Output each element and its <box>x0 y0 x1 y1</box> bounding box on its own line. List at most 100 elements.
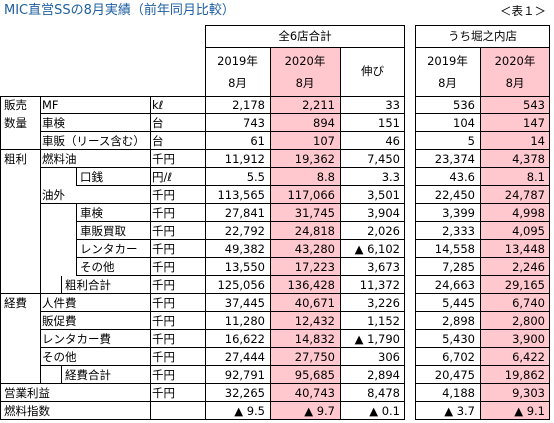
border <box>415 25 550 26</box>
cell-value: 11,280 <box>224 314 265 328</box>
border <box>415 383 550 384</box>
cell-value: 12,432 <box>294 314 335 328</box>
cell-value: 27,841 <box>224 206 265 220</box>
border <box>76 258 77 276</box>
unit: 千円 <box>152 350 175 364</box>
section-label: 粗利 <box>4 152 27 166</box>
border <box>0 96 1 420</box>
border <box>76 257 405 258</box>
border <box>415 401 550 402</box>
border <box>40 365 405 366</box>
border <box>549 96 550 420</box>
border <box>415 113 550 114</box>
cell-value: 2,246 <box>512 260 545 274</box>
cell-value: 2,026 <box>367 224 400 238</box>
cell-value: 147 <box>523 116 545 130</box>
cell-value: 3,904 <box>367 206 400 220</box>
cell-value: 40,743 <box>294 386 335 400</box>
border <box>549 25 550 96</box>
row-label: 営業利益 <box>4 386 50 400</box>
row-label: レンタカー費 <box>42 332 111 346</box>
unit: 千円 <box>152 224 175 238</box>
highlight-column <box>270 47 340 420</box>
border <box>40 96 41 384</box>
cell-value: 8.1 <box>526 170 545 184</box>
cell-value: ▲ 9.7 <box>304 404 335 418</box>
border <box>0 96 405 97</box>
cell-value: ▲ 3.7 <box>444 404 475 418</box>
cell-value: 151 <box>378 116 400 130</box>
border <box>340 47 341 96</box>
border <box>61 276 62 294</box>
border <box>415 293 550 294</box>
cell-value: 2,211 <box>302 98 335 112</box>
row-label: MF <box>42 98 59 112</box>
border <box>40 167 405 168</box>
column-header: 伸び <box>361 64 384 78</box>
cell-value: 43,280 <box>294 242 335 256</box>
border <box>415 275 550 276</box>
cell-value: 5,445 <box>442 296 475 310</box>
section-label: 経費 <box>4 296 27 310</box>
unit: 千円 <box>152 314 175 328</box>
border <box>270 47 271 96</box>
cell-value: 4,095 <box>512 224 545 238</box>
border <box>480 47 481 96</box>
border <box>40 131 405 132</box>
border <box>415 419 550 420</box>
row-label: 車販買取 <box>80 224 126 238</box>
cell-value: 11,372 <box>359 278 400 292</box>
cell-value: ▲ 1,790 <box>354 332 400 346</box>
group-header: 全6店合計 <box>278 29 332 43</box>
cell-value: 33 <box>385 98 400 112</box>
border <box>205 25 405 26</box>
border <box>76 221 405 222</box>
cell-value: 13,448 <box>504 242 545 256</box>
cell-value: 136,428 <box>287 278 335 292</box>
unit: 台 <box>152 134 164 148</box>
cell-value: 4,998 <box>512 206 545 220</box>
border <box>415 25 416 96</box>
row-label: 車販（リース含む） <box>42 134 145 148</box>
section-label: 数量 <box>4 116 27 130</box>
cell-value: 23,374 <box>434 152 475 166</box>
border <box>40 203 405 204</box>
row-label: 販促費 <box>42 314 77 328</box>
highlight-column <box>480 47 550 420</box>
cell-value: 2,894 <box>367 368 400 382</box>
border <box>76 275 405 276</box>
cell-value: 11,912 <box>224 152 265 166</box>
border <box>480 96 481 420</box>
border <box>415 167 550 168</box>
cell-value: 24,787 <box>504 188 545 202</box>
cell-value: 43.6 <box>449 170 475 184</box>
border <box>76 168 77 186</box>
unit: 台 <box>152 116 164 130</box>
cell-value: ▲ 6,102 <box>354 242 400 256</box>
cell-value: 2,800 <box>512 314 545 328</box>
row-label: 経費合計 <box>65 368 111 382</box>
border <box>0 149 405 150</box>
cell-value: 24,663 <box>434 278 475 292</box>
row-label: 車検 <box>42 116 65 130</box>
border <box>415 365 550 366</box>
border <box>205 25 206 96</box>
border <box>76 204 77 222</box>
border <box>40 329 405 330</box>
cell-value: 3,900 <box>512 332 545 346</box>
border <box>40 311 405 312</box>
cell-value: 4,188 <box>442 386 475 400</box>
table-number: ＜表１＞ <box>500 4 546 18</box>
cell-value: 19,862 <box>504 368 545 382</box>
border <box>415 347 550 348</box>
cell-value: 37,445 <box>224 296 265 310</box>
unit: kℓ <box>152 98 164 112</box>
border <box>40 347 405 348</box>
border <box>0 419 405 420</box>
cell-value: 3.3 <box>381 170 400 184</box>
column-header: 8月 <box>505 76 525 90</box>
row-label: 車検 <box>80 206 103 220</box>
border <box>415 311 550 312</box>
border <box>76 239 405 240</box>
cell-value: 16,622 <box>224 332 265 346</box>
